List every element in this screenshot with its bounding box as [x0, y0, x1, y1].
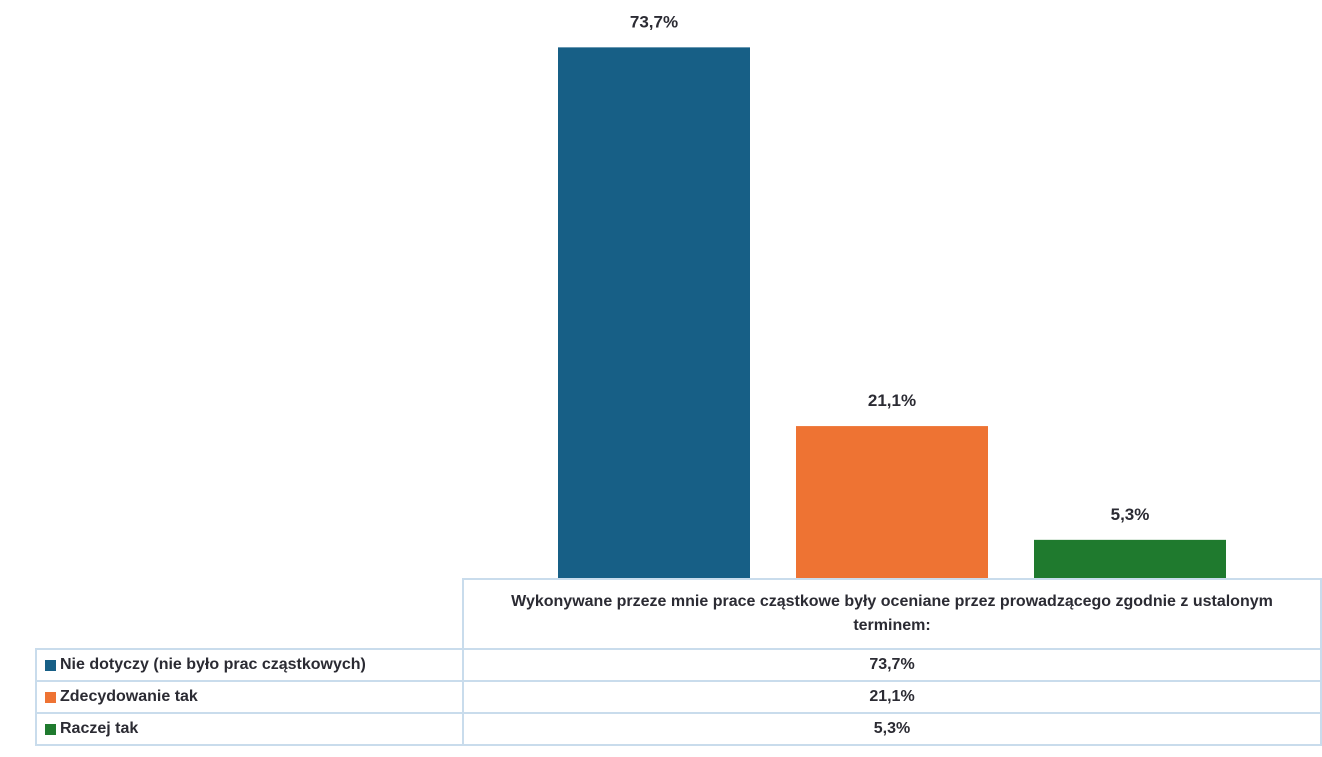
bar: [558, 47, 750, 578]
category-label: Wykonywane przeze mnie prace cząstkowe b…: [462, 578, 1322, 650]
legend-entry: Zdecydowanie tak: [35, 680, 464, 714]
legend-entry: Raczej tak: [35, 712, 464, 746]
data-label: 73,7%: [630, 12, 678, 31]
legend-entry: Nie dotyczy (nie było prac cząstkowych): [35, 648, 464, 682]
legend-key: [45, 691, 56, 703]
legend-label: Raczej tak: [60, 720, 139, 737]
data-label: 21,1%: [868, 391, 916, 410]
bar: [1034, 539, 1226, 578]
table-value: 5,3%: [462, 712, 1322, 746]
legend-label: Nie dotyczy (nie było prac cząstkowych): [60, 656, 366, 673]
table-value: 21,1%: [462, 680, 1322, 714]
data-label: 5,3%: [1111, 505, 1150, 524]
legend-label: Zdecydowanie tak: [60, 688, 198, 705]
table-value: 73,7%: [462, 648, 1322, 682]
legend-key: [45, 659, 56, 671]
bar: [796, 426, 988, 578]
legend-key: [45, 723, 56, 735]
plot-area: 73,7% 21,1% 5,3%: [558, 12, 1226, 578]
